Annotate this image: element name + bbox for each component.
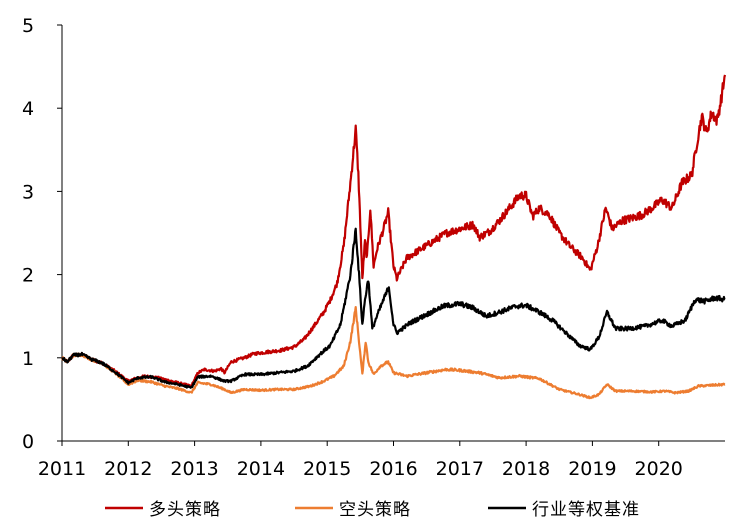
y-tick-label: 0	[22, 431, 34, 453]
x-axis: 2011 2012 2013 2014 2015 2016 2017 2018 2019 2020	[38, 440, 725, 480]
x-tick-label: 2017	[436, 458, 484, 480]
y-tick-label: 2	[22, 265, 34, 287]
x-tick-label: 2016	[369, 458, 417, 480]
x-tick-label: 2012	[104, 458, 152, 480]
series-line-2	[61, 227, 726, 389]
series-line-1	[60, 305, 726, 400]
x-tick-label: 2015	[303, 458, 351, 480]
y-tick-label: 4	[22, 98, 34, 120]
legend-label-1: 空头策略	[339, 500, 411, 520]
legend: 多头策略 空头策略 行业等权基准	[105, 500, 640, 520]
y-axis: 0 1 2 3 4 5	[22, 15, 63, 453]
x-tick-label: 2013	[170, 458, 218, 480]
x-tick-label: 2020	[635, 458, 683, 480]
y-tick-label: 3	[22, 181, 34, 203]
x-tick-label: 2019	[568, 458, 616, 480]
legend-label-0: 多头策略	[149, 500, 221, 520]
x-tick-label: 2014	[237, 458, 285, 480]
x-tick-label: 2018	[502, 458, 550, 480]
y-tick-label: 5	[22, 15, 34, 37]
series-line-0	[61, 74, 727, 388]
y-tick-label: 1	[22, 348, 34, 370]
legend-label-2: 行业等权基准	[532, 500, 640, 520]
x-tick-label: 2011	[38, 458, 86, 480]
series-layer	[60, 74, 727, 400]
